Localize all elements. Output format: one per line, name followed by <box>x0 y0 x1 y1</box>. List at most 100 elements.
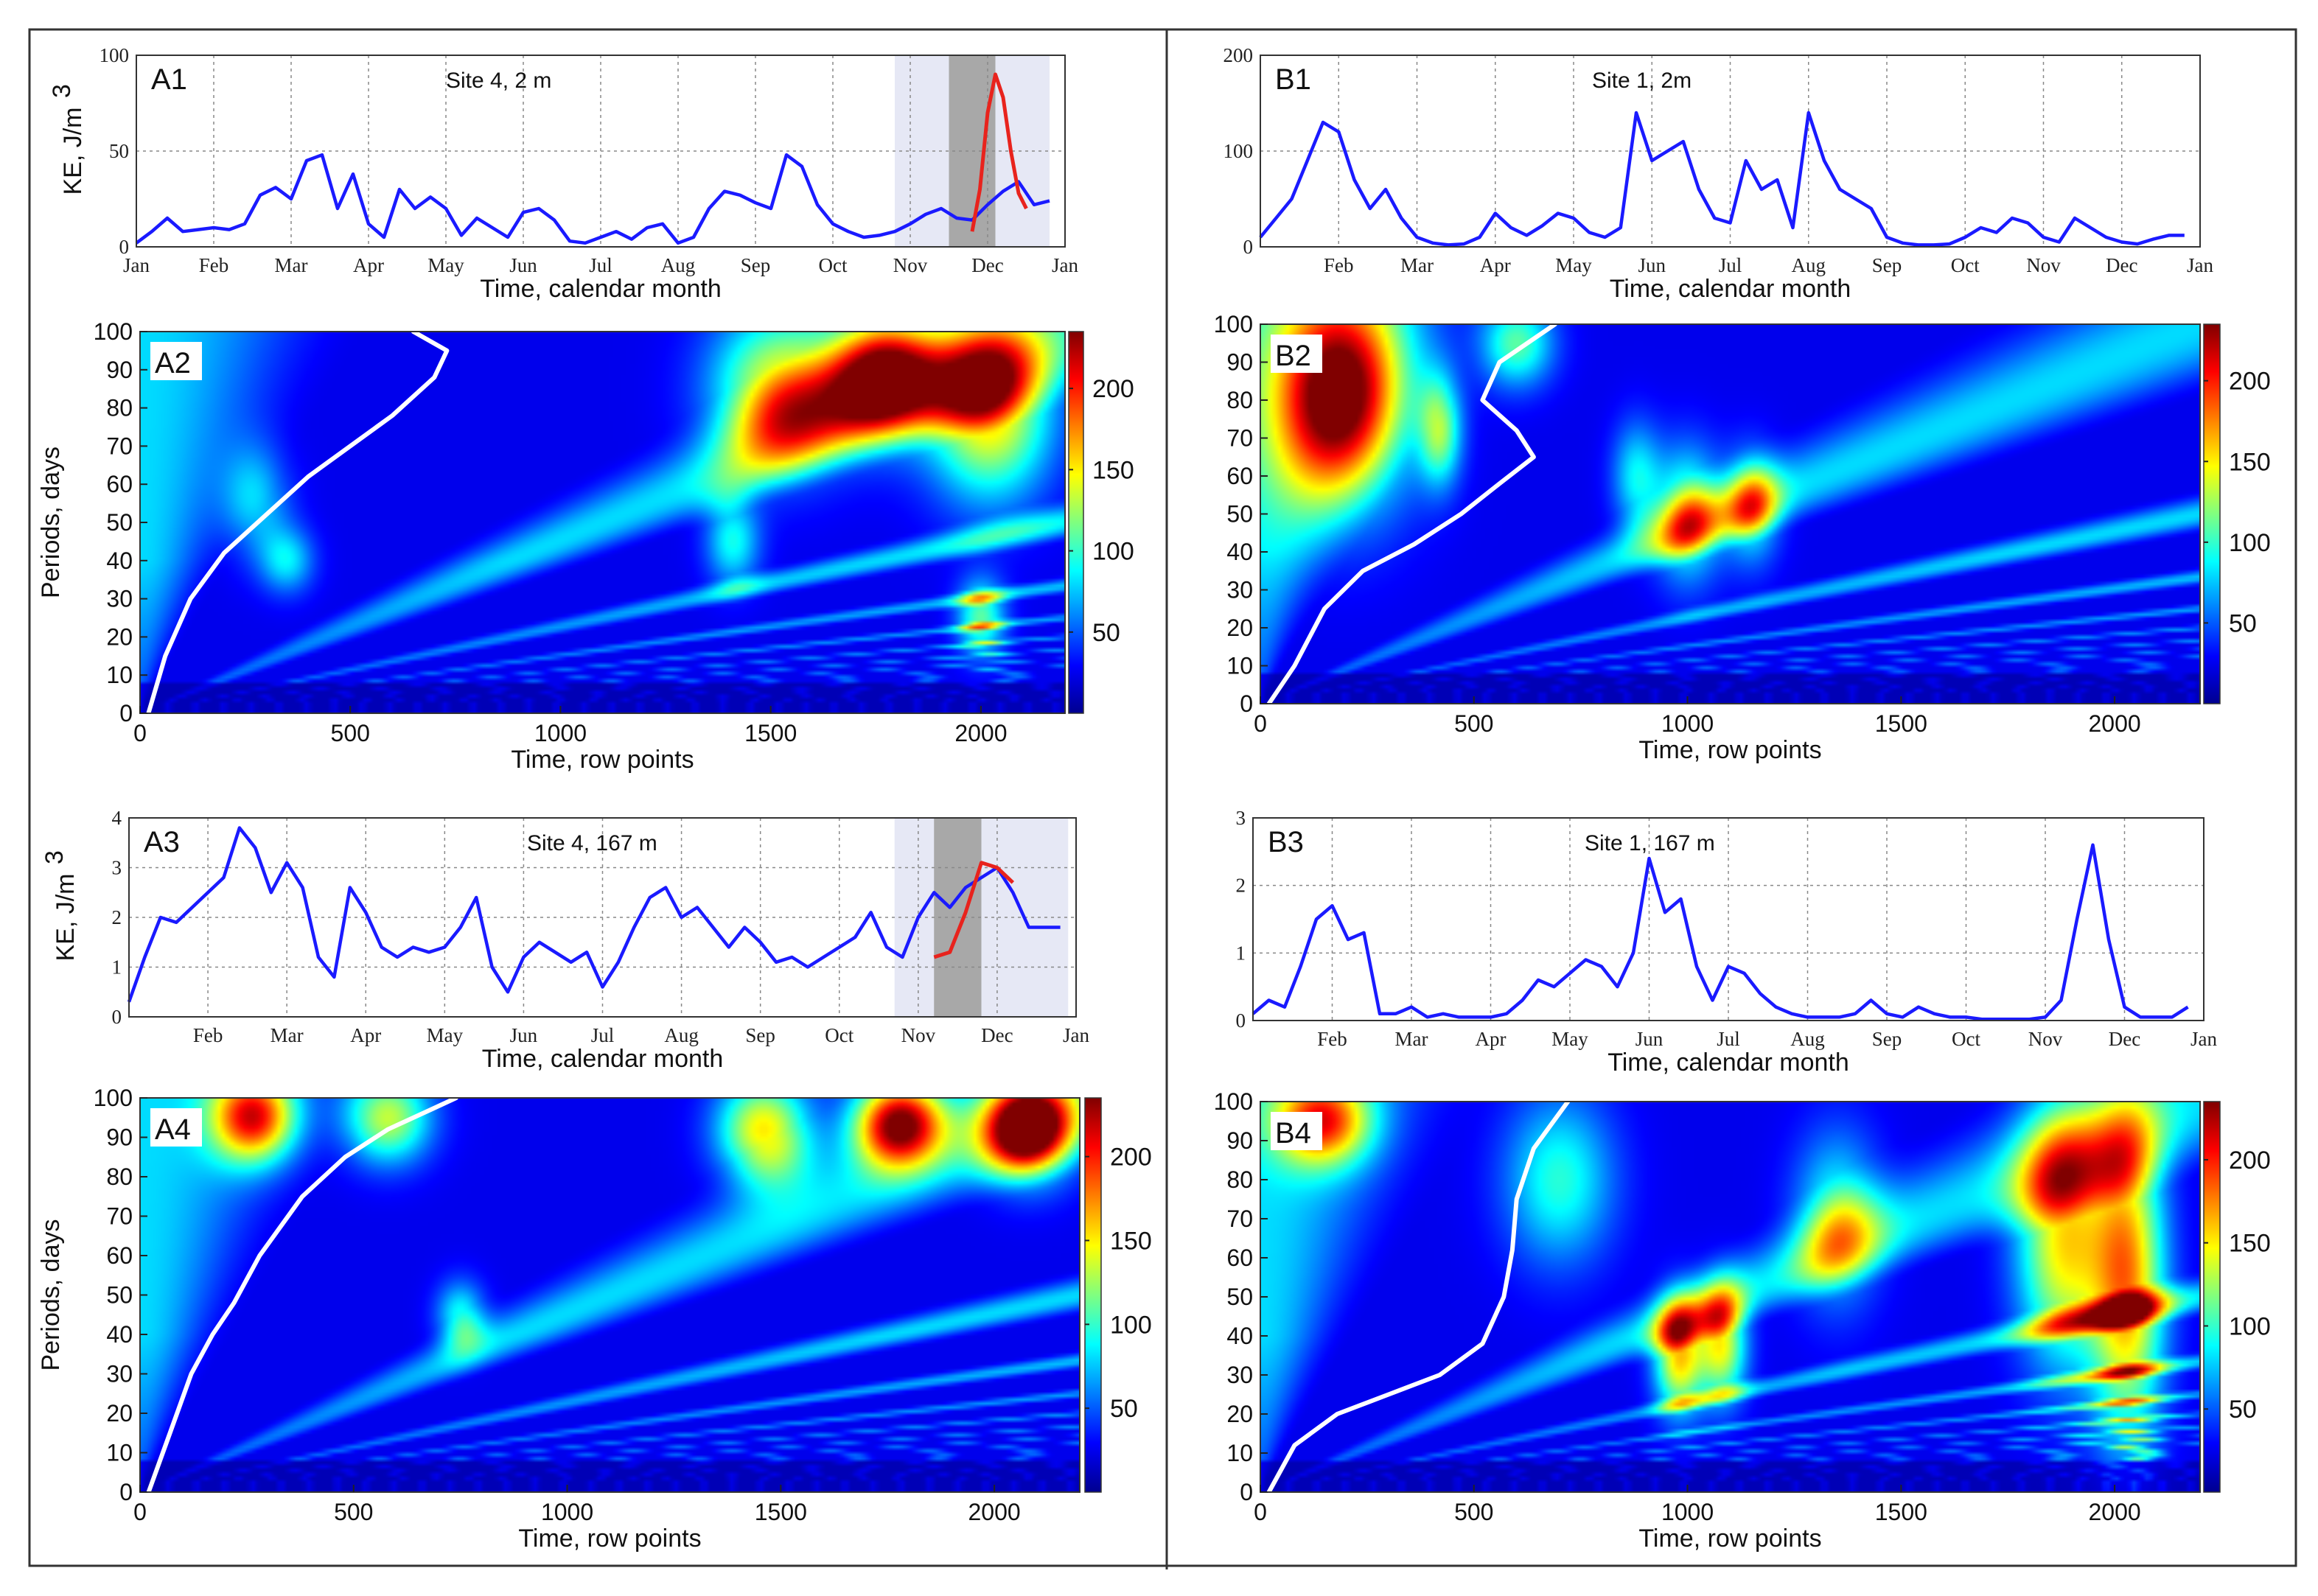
colorbar-tick-label: 50 <box>1110 1395 1138 1423</box>
y-tick-label: 0 <box>1243 236 1254 258</box>
site-label: Site 1, 2m <box>1592 69 1692 93</box>
y-tick-label: 0 <box>1240 690 1253 717</box>
y-tick-label: 80 <box>106 395 133 421</box>
x-tick-label: Dec <box>981 1024 1013 1046</box>
y-tick-label: 30 <box>1226 1362 1253 1388</box>
x-tick-label: Sep <box>741 254 771 276</box>
chart-b4: 0 500 1000 1500 2000 0 10 20 30 40 50 60 70 80 90 100 B4… <box>1214 1088 2271 1553</box>
x-tick-label: 500 <box>1454 1499 1493 1525</box>
x-tick-label: 1000 <box>534 720 587 746</box>
colorbar-tick-label: 50 <box>1092 619 1120 647</box>
x-axis-label: Time, calendar month <box>482 1045 724 1073</box>
y-tick-label: 0 <box>112 1006 122 1028</box>
x-tick-label: Mar <box>1400 254 1434 276</box>
y-tick-label: 90 <box>106 1124 133 1151</box>
y-tick-label: 70 <box>106 1203 133 1230</box>
x-tick-label: Sep <box>1872 1028 1902 1050</box>
x-tick-label: May <box>1555 254 1592 276</box>
series-line <box>127 826 1061 1003</box>
y-tick-label: 50 <box>1226 1284 1253 1310</box>
colorbar-tick-label: 200 <box>2229 368 2271 396</box>
x-tick-label: Jul <box>591 1024 615 1046</box>
panel-tag-box <box>150 1108 202 1147</box>
y-tick-label: 80 <box>1226 387 1253 413</box>
x-tick-label: 500 <box>334 1499 373 1525</box>
heatmap-image <box>140 1098 1080 1492</box>
y-tick-label: 50 <box>106 509 133 536</box>
chart-b3: Feb Mar Apr May Jun Jul Aug Sep Oct Nov Dec Jan 0 1 2 3… <box>1236 807 2218 1077</box>
y-tick-label: 0 <box>119 1479 133 1505</box>
y-tick-label: 30 <box>1226 577 1253 603</box>
panel-tag: A4 <box>155 1113 191 1146</box>
x-tick-label: 0 <box>1254 1499 1267 1525</box>
heatmap-image <box>1260 1102 2200 1492</box>
x-tick-label: Mar <box>1395 1028 1428 1050</box>
x-tick-label: 2000 <box>2088 710 2140 737</box>
y-axis-label-sup: 3 <box>41 850 69 864</box>
series-line <box>1259 111 2185 247</box>
x-tick-label: Dec <box>971 254 1003 276</box>
heatmap-image <box>140 332 1065 713</box>
y-axis-label: Periods, days <box>37 447 65 598</box>
x-tick-label: Oct <box>819 254 848 276</box>
y-tick-label: 10 <box>1226 1440 1253 1466</box>
y-tick-label: 20 <box>1226 615 1253 641</box>
chart-a1: Jan Feb Mar Apr May Jun Jul Aug Sep Oct Nov Dec Jan0… <box>48 44 1078 303</box>
y-tick-label: 10 <box>1226 653 1253 679</box>
figure-border <box>28 28 2297 1567</box>
y-axis-label: KE, J/m <box>59 107 87 195</box>
x-tick-label: 1500 <box>755 1499 807 1525</box>
panel-tag: B2 <box>1275 340 1311 372</box>
colorbar-tick-label: 100 <box>1110 1311 1152 1339</box>
y-tick-label: 2 <box>112 906 122 928</box>
y-axis-label-sup: 3 <box>48 84 76 98</box>
y-tick-label: 40 <box>106 547 133 574</box>
y-tick-label: 50 <box>1226 501 1253 528</box>
series-line <box>135 153 1050 245</box>
y-tick-label: 0 <box>119 236 130 258</box>
x-tick-label: Feb <box>193 1024 223 1046</box>
colorbar-tick-label: 150 <box>2229 1230 2271 1258</box>
y-tick-label: 0 <box>1236 1009 1246 1032</box>
x-tick-label: 500 <box>331 720 370 746</box>
colorbar-tick-label: 50 <box>2229 609 2257 637</box>
x-tick-label: Aug <box>1790 1028 1825 1050</box>
y-tick-label: 70 <box>1226 1205 1253 1232</box>
x-tick-label: Nov <box>893 254 928 276</box>
panel-tag-box <box>1271 1112 1322 1150</box>
x-tick-label: Oct <box>1952 1028 1980 1050</box>
panel-tag: A2 <box>155 347 191 379</box>
colorbar-tick-label: 100 <box>1092 538 1134 566</box>
x-tick-label: 0 <box>1254 710 1267 737</box>
y-tick-label: 2 <box>1236 875 1246 897</box>
x-tick-label: Jan <box>1052 254 1078 276</box>
y-tick-label: 60 <box>1226 463 1253 489</box>
x-tick-label: Oct <box>1951 254 1980 276</box>
y-tick-label: 1 <box>1236 942 1246 964</box>
x-tick-label: 1000 <box>541 1499 593 1525</box>
x-tick-label: Nov <box>2028 1028 2063 1050</box>
x-tick-label: 2000 <box>2088 1499 2140 1525</box>
colorbar-tick-label: 100 <box>2229 529 2271 557</box>
x-tick-label: Jun <box>510 1024 538 1046</box>
chart-b1: Feb Mar Apr May Jun Jul Aug Sep Oct Nov Dec Jan 0 100… <box>1223 44 2214 303</box>
x-tick-label: Sep <box>1872 254 1902 276</box>
panel-tag: B4 <box>1275 1117 1311 1149</box>
series-line <box>1251 843 2189 1021</box>
highlight-line <box>933 861 1015 959</box>
y-tick-label: 100 <box>1214 311 1253 337</box>
colorbar-tick-label: 200 <box>1092 375 1134 403</box>
y-tick-label: 1 <box>112 956 122 979</box>
y-tick-label: 20 <box>1226 1401 1253 1427</box>
x-axis-label: Time, row points <box>518 1525 701 1553</box>
y-tick-label: 100 <box>1214 1088 1253 1115</box>
x-tick-label: Sep <box>745 1024 775 1046</box>
panel-tag: A1 <box>151 63 187 96</box>
colorbar-tick-label: 200 <box>1110 1144 1152 1172</box>
x-tick-label: May <box>427 1024 464 1046</box>
y-axis-label: Periods, days <box>37 1219 65 1371</box>
x-tick-label: Feb <box>1324 254 1354 276</box>
x-tick-label: 1500 <box>1875 1499 1927 1525</box>
y-tick-label: 100 <box>94 1085 133 1111</box>
